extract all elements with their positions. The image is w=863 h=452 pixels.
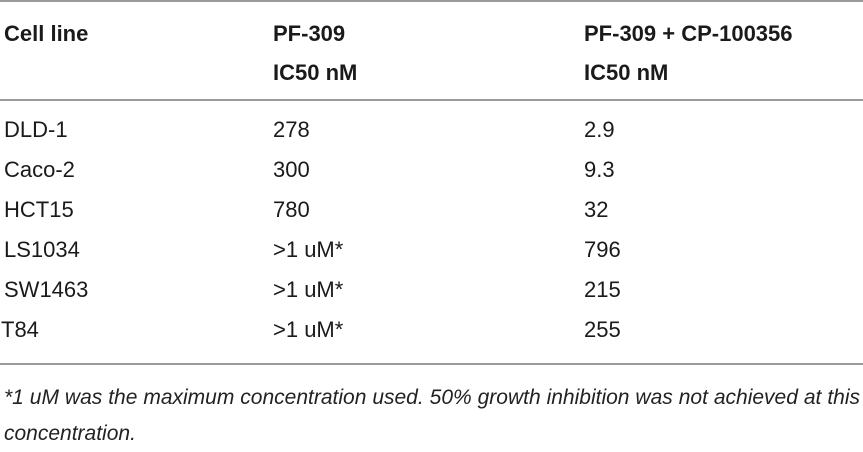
table-row-pf309: 300 — [273, 157, 310, 182]
table-row-pf309: >1 uM* — [273, 237, 344, 262]
table-row-combo: 215 — [584, 277, 621, 302]
header-pf309-cp100356: PF-309 + CP-100356 — [584, 21, 793, 46]
table-row-cell-line: DLD-1 — [4, 117, 68, 142]
table-row-combo: 2.9 — [584, 117, 615, 142]
table-row-combo: 796 — [584, 237, 621, 262]
table-row-pf309: >1 uM* — [273, 277, 344, 302]
table-footnote: *1 uM was the maximum concentration used… — [4, 386, 860, 445]
table-row-combo: 255 — [584, 317, 621, 342]
header-pf309-cp100356-unit: IC50 nM — [584, 60, 669, 85]
table-row-pf309: 278 — [273, 117, 310, 142]
top-rule — [0, 0, 863, 2]
table-row-pf309: 780 — [273, 197, 310, 222]
header-cell-line: Cell line — [4, 21, 89, 46]
table-row-cell-line: Caco-2 — [4, 157, 75, 182]
table-row-cell-line: SW1463 — [4, 277, 89, 302]
table-row-cell-line: LS1034 — [4, 237, 80, 262]
table-row-pf309: >1 uM* — [273, 317, 344, 342]
bottom-rule — [0, 363, 863, 365]
header-pf309-unit: IC50 nM — [273, 60, 358, 85]
table-row-combo: 9.3 — [584, 157, 615, 182]
header-rule — [0, 99, 863, 101]
table-row-cell-line: T84 — [1, 317, 39, 342]
table-row-cell-line: HCT15 — [4, 197, 74, 222]
table-row-combo: 32 — [584, 197, 609, 222]
header-pf309: PF-309 — [273, 21, 346, 46]
